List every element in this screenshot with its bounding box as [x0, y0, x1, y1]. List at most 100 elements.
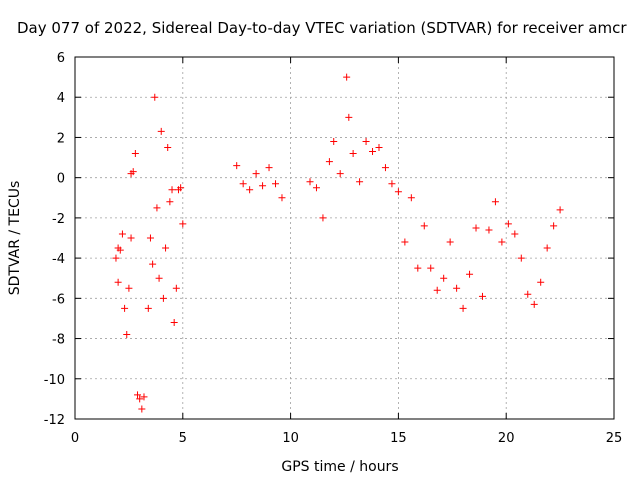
data-point [543, 244, 551, 252]
x-tick-label: 15 [390, 431, 407, 446]
data-point [330, 137, 338, 145]
y-tick-label: -10 [44, 373, 65, 388]
data-point [312, 184, 320, 192]
data-point [427, 264, 435, 272]
data-point [121, 304, 129, 312]
data-point [272, 180, 280, 188]
data-point [446, 238, 454, 246]
data-point [420, 222, 428, 230]
data-point [472, 224, 480, 232]
data-point [134, 391, 142, 399]
data-point [151, 93, 159, 101]
data-point [466, 270, 474, 278]
data-point [401, 238, 409, 246]
data-point [375, 144, 383, 151]
plot-frame [74, 56, 615, 420]
data-point [440, 274, 448, 282]
series-sdtvar [112, 73, 564, 413]
data-point [349, 150, 357, 158]
data-point [112, 254, 120, 262]
data-point [343, 73, 351, 81]
y-tick-label: 2 [57, 131, 65, 146]
x-tick-label: 5 [179, 431, 187, 446]
data-point [114, 278, 122, 286]
data-point [478, 292, 486, 300]
data-point [345, 113, 353, 121]
data-point [136, 395, 144, 403]
data-point [179, 220, 187, 228]
data-point [125, 284, 133, 292]
grid-layer [75, 57, 614, 419]
data-point [388, 180, 396, 188]
data-point [164, 144, 172, 151]
data-point [550, 222, 558, 230]
y-tick-label: 4 [57, 91, 65, 106]
data-point [498, 238, 506, 246]
data-point [159, 294, 167, 302]
data-point [306, 178, 314, 186]
data-point [239, 180, 247, 188]
data-point [537, 278, 545, 286]
data-point [153, 204, 161, 212]
x-tick-label: 0 [71, 431, 79, 446]
data-point [517, 254, 525, 262]
data-point [131, 150, 139, 158]
x-tick-label: 10 [282, 431, 299, 446]
x-tick-label: 25 [606, 431, 623, 446]
data-point [356, 178, 364, 186]
data-point [556, 206, 564, 214]
data-point [504, 220, 512, 228]
data-point [166, 198, 174, 206]
data-point [162, 244, 170, 252]
data-point [511, 230, 519, 238]
data-point [453, 284, 461, 292]
data-point [118, 230, 126, 238]
data-point [144, 304, 152, 312]
data-point [127, 234, 135, 242]
y-tick-label: -4 [52, 252, 65, 267]
chart-title: Day 077 of 2022, Sidereal Day-to-day VTE… [17, 19, 627, 37]
data-point [524, 290, 532, 298]
data-point [246, 186, 254, 194]
x-axis-title: GPS time / hours [281, 459, 398, 475]
data-point [407, 194, 415, 202]
data-point [491, 198, 499, 206]
data-point [170, 318, 178, 326]
data-point [278, 194, 286, 202]
data-point [149, 260, 157, 268]
data-point [146, 234, 154, 242]
data-point [123, 331, 131, 339]
data-point [177, 184, 185, 192]
data-point [319, 214, 327, 222]
data-point [168, 186, 176, 194]
data-point [381, 164, 389, 172]
data-point [265, 164, 273, 172]
data-layer [112, 73, 564, 413]
data-point [259, 182, 267, 190]
data-point [394, 188, 402, 196]
data-point [140, 393, 148, 401]
data-point [530, 300, 538, 308]
data-point [138, 405, 146, 413]
data-point [233, 162, 241, 170]
data-point [362, 137, 370, 145]
x-tick-label: 20 [498, 431, 515, 446]
y-tick-label: -2 [52, 212, 65, 227]
y-axis-title: SDTVAR / TECUs [7, 181, 23, 296]
y-tick-label: 0 [57, 172, 65, 187]
data-point [116, 246, 124, 254]
data-point [369, 148, 377, 156]
data-point [157, 127, 165, 135]
data-point [325, 158, 333, 166]
data-point [172, 284, 180, 292]
data-point [336, 170, 344, 178]
data-point [252, 170, 260, 178]
y-tick-label: -6 [52, 292, 65, 307]
data-point [414, 264, 422, 272]
data-point [433, 286, 441, 294]
y-tick-label: 6 [57, 51, 65, 66]
y-tick-label: -8 [52, 333, 65, 348]
data-point [485, 226, 493, 234]
